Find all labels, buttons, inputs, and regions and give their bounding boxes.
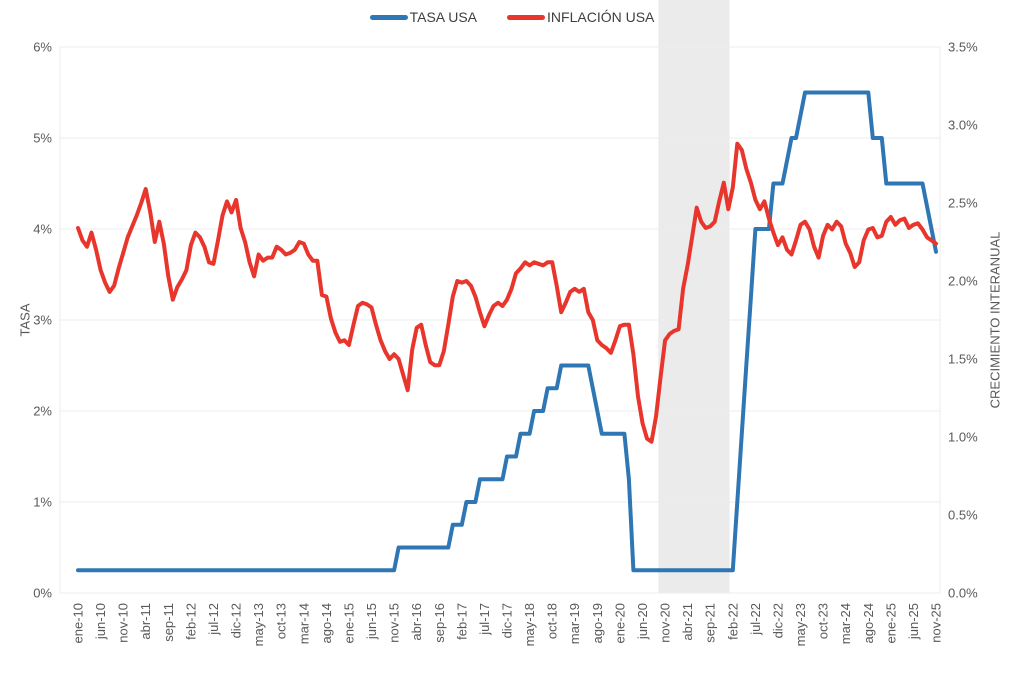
x-axis-tick-label: nov-25 xyxy=(929,603,944,643)
series-line-left xyxy=(76,90,938,573)
x-axis-tick-label: may-18 xyxy=(522,603,537,646)
x-axis-tick-label: ago-14 xyxy=(319,603,334,643)
chart-legend: TASA USA INFLACIÓN USA xyxy=(0,9,1024,25)
x-axis-tick-label: feb-22 xyxy=(725,603,740,640)
x-axis-tick-label: ene-15 xyxy=(341,603,356,643)
x-axis-tick-label: mar-24 xyxy=(838,603,853,644)
right-axis-tick-label: 2.0% xyxy=(948,274,978,289)
right-axis-tick-label: 3.0% xyxy=(948,118,978,133)
right-axis-tick-label: 3.5% xyxy=(948,40,978,55)
right-axis-title: CRECIMIENTO INTERANUAL xyxy=(987,231,1003,409)
x-axis-tick-label: sep-16 xyxy=(432,603,447,643)
x-axis-tick-label: feb-17 xyxy=(454,603,469,640)
left-axis-tick-label: 1% xyxy=(33,495,52,510)
right-axis-tick-label: 0.5% xyxy=(948,508,978,523)
x-axis-tick-label: nov-20 xyxy=(658,603,673,643)
legend-item-tasa-usa: TASA USA xyxy=(369,9,478,25)
legend-label-tasa-usa: TASA USA xyxy=(409,9,478,25)
x-axis-tick-label: ene-20 xyxy=(612,603,627,643)
left-axis-title: TASA xyxy=(17,303,33,337)
x-axis-tick-label: ene-10 xyxy=(71,603,86,643)
x-axis-tick-label: dic-17 xyxy=(500,603,515,638)
x-axis-tick-label: oct-18 xyxy=(545,603,560,639)
x-axis-tick-label: jun-25 xyxy=(906,603,921,640)
legend-item-inflacion-usa: INFLACIÓN USA xyxy=(507,9,654,25)
highlight-band xyxy=(658,0,730,593)
x-axis-tick-label: oct-13 xyxy=(274,603,289,639)
x-axis-tick-label: jun-15 xyxy=(364,603,379,640)
left-axis-tick-label: 3% xyxy=(33,313,52,328)
x-axis-tick-label: dic-22 xyxy=(770,603,785,638)
x-axis-tick-label: sep-21 xyxy=(703,603,718,643)
x-axis-tick-label: dic-12 xyxy=(229,603,244,638)
x-axis-tick-label: ene-25 xyxy=(883,603,898,643)
x-axis-tick-label: ago-19 xyxy=(590,603,605,643)
right-axis-tick-label: 1.5% xyxy=(948,352,978,367)
x-axis-tick-label: abr-21 xyxy=(680,603,695,641)
legend-label-inflacion-usa: INFLACIÓN USA xyxy=(547,9,655,25)
x-axis-tick-label: jun-10 xyxy=(93,603,108,640)
x-axis-tick-label: jul-17 xyxy=(477,603,492,636)
x-axis-tick-label: jul-22 xyxy=(748,603,763,636)
x-axis-tick-label: mar-14 xyxy=(296,603,311,644)
x-axis-tick-label: may-13 xyxy=(251,603,266,646)
right-axis-tick-label: 0.0% xyxy=(948,586,978,601)
x-axis-tick-label: ago-24 xyxy=(861,603,876,643)
left-axis-tick-label: 0% xyxy=(33,586,52,601)
x-axis-tick-label: abr-16 xyxy=(409,603,424,641)
left-axis-tick-label: 2% xyxy=(33,404,52,419)
x-axis-tick-label: abr-11 xyxy=(138,603,153,640)
left-axis-tick-label: 5% xyxy=(33,131,52,146)
right-axis-tick-label: 2.5% xyxy=(948,196,978,211)
x-axis-tick-label: oct-23 xyxy=(816,603,831,639)
x-axis-tick-label: sep-11 xyxy=(161,603,176,642)
x-axis-tick-label: mar-19 xyxy=(567,603,582,644)
x-axis-tick-label: feb-12 xyxy=(183,603,198,640)
x-axis-tick-label: nov-15 xyxy=(387,603,402,643)
left-axis-tick-label: 4% xyxy=(33,222,52,237)
right-axis-tick-label: 1.0% xyxy=(948,430,978,445)
inflacion-line-swatch-icon xyxy=(507,14,546,20)
x-axis-tick-label: nov-10 xyxy=(116,603,131,643)
x-axis-tick-label: may-23 xyxy=(793,603,808,646)
series-line-right xyxy=(76,141,938,444)
x-axis-tick-label: jul-12 xyxy=(206,603,221,636)
left-axis-tick-label: 6% xyxy=(33,40,52,55)
tasa-line-swatch-icon xyxy=(369,14,408,20)
x-axis-tick-label: jun-20 xyxy=(635,603,650,640)
